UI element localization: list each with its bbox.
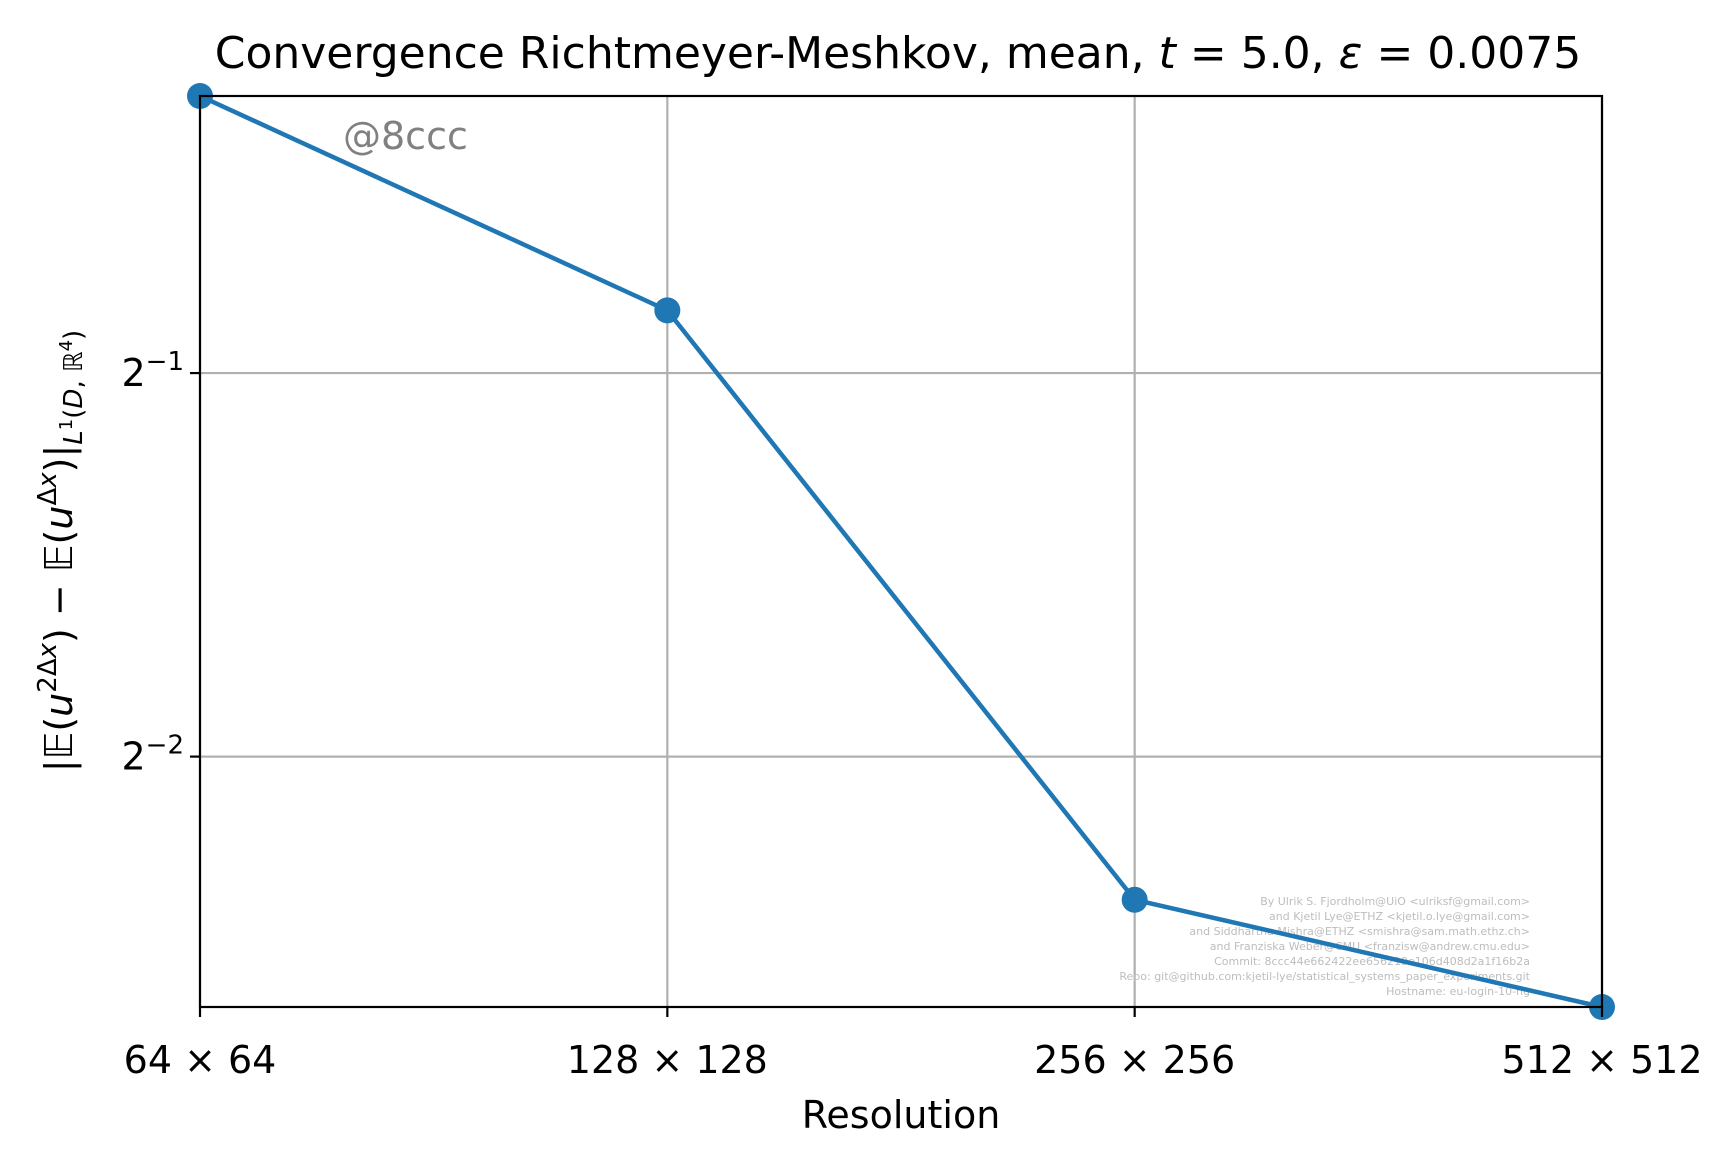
x-axis-label: Resolution (802, 1093, 1001, 1137)
chart-title: Convergence Richtmeyer-Meshkov, mean, t … (215, 28, 1582, 79)
x-tick-label: 64 × 64 (124, 1038, 277, 1082)
x-tick-label: 128 × 128 (567, 1038, 768, 1082)
annotation-label: @8ccc (343, 114, 468, 158)
x-tick-label: 256 × 256 (1034, 1038, 1235, 1082)
y-axis-ticks: 2−1 2−2 (121, 347, 200, 779)
plot-frame (198, 94, 1604, 1009)
grid (198, 96, 1604, 1007)
y-axis-label: |𝔼(u2Δx) − 𝔼(uΔx)|L1(D, ℝ4) (33, 330, 89, 772)
credit-line: Commit: 8ccc44e662422ee656219e106d408d2a… (1214, 955, 1530, 968)
y-tick-label: 2−2 (121, 731, 184, 779)
series-line (199, 93, 1603, 1010)
credit-line: Repo: git@github.com:kjetil-lye/statisti… (1119, 970, 1530, 983)
data-point (654, 297, 681, 324)
series (187, 83, 1615, 1020)
credit-line: and Franziska Weber@CMU <franzisw@andrew… (1210, 940, 1530, 953)
x-axis-ticks: 64 × 64 128 × 128 256 × 256 512 × 512 (124, 1007, 1703, 1082)
credit-line: and Siddhartha Mishra@ETHZ <smishra@sam.… (1189, 925, 1530, 938)
x-tick-label: 512 × 512 (1501, 1038, 1702, 1082)
credits: By Ulrik S. Fjordholm@UiO <ulriksf@gmail… (1119, 895, 1530, 998)
y-tick-label: 2−1 (121, 347, 184, 395)
data-point (1121, 886, 1148, 913)
credit-line: and Kjetil Lye@ETHZ <kjetil.o.lye@gmail.… (1269, 910, 1530, 923)
credit-line: Hostname: eu-login-10-ng (1386, 985, 1530, 998)
credit-line: By Ulrik S. Fjordholm@UiO <ulriksf@gmail… (1260, 895, 1530, 908)
